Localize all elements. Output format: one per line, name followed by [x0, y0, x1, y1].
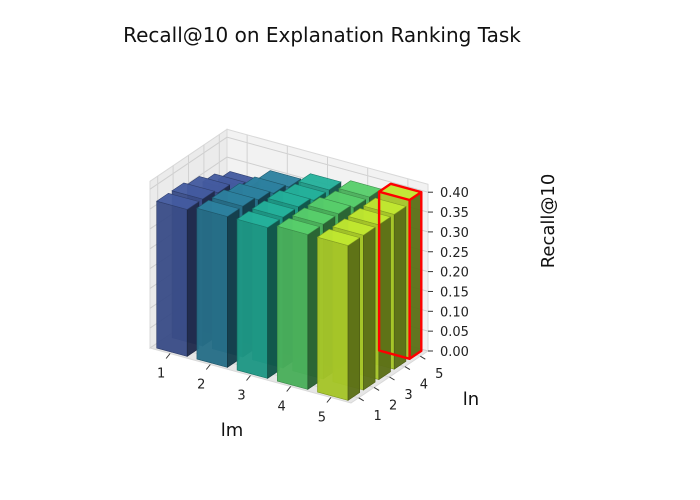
x-tick-label: 1: [157, 367, 165, 382]
z-tick-label: 0.15: [440, 285, 469, 300]
z-tick-label: 0.25: [440, 246, 469, 261]
bars: [155, 170, 423, 401]
z-gridline: [149, 136, 429, 193]
x-tick-label: 2: [197, 378, 205, 393]
z-tick-label: 0.10: [440, 305, 469, 320]
x-tick-label: 5: [318, 411, 326, 426]
bar-lm2-ln1: [196, 199, 240, 368]
z-tick-label: 0.30: [440, 226, 469, 241]
z-axis-label: Recall@10: [538, 174, 559, 269]
x-tick-mark: [286, 386, 292, 392]
z-tick-label: 0.35: [440, 206, 469, 221]
y-tick-label: 5: [435, 367, 443, 382]
x-tick-label: 3: [237, 389, 245, 404]
bar-lm4-ln1: [276, 217, 321, 390]
x-tick-label: 4: [278, 400, 286, 415]
y-tick-label: 4: [420, 378, 428, 393]
y-tick-mark: [404, 366, 411, 371]
x-tick-mark: [165, 353, 171, 359]
y-tick-label: 2: [389, 398, 397, 413]
y-tick-mark: [420, 355, 426, 360]
bar-lm5-ln1: [316, 228, 361, 401]
z-tick-label: 0.20: [440, 266, 469, 281]
z-tick-label: 0.05: [440, 325, 469, 340]
bar-lm3-ln1: [236, 210, 281, 379]
y-tick-mark: [389, 376, 395, 381]
highlight-outline: [377, 182, 423, 360]
x-tick-mark: [205, 364, 211, 370]
x-tick-mark: [246, 375, 251, 381]
y-tick-label: 3: [404, 388, 412, 403]
y-tick-label: 1: [374, 409, 382, 424]
y-tick-mark: [358, 397, 364, 402]
x-tick-mark: [326, 397, 332, 403]
x-axis-label: lm: [221, 420, 244, 441]
bar-lm1-ln1: [155, 192, 200, 357]
chart-title: Recall@10 on Explanation Ranking Task: [123, 23, 521, 47]
z-tick-label: 0.00: [440, 345, 469, 360]
y-tick-mark: [373, 386, 380, 391]
y-axis-label: ln: [463, 389, 479, 410]
z-tick-label: 0.40: [440, 186, 469, 201]
